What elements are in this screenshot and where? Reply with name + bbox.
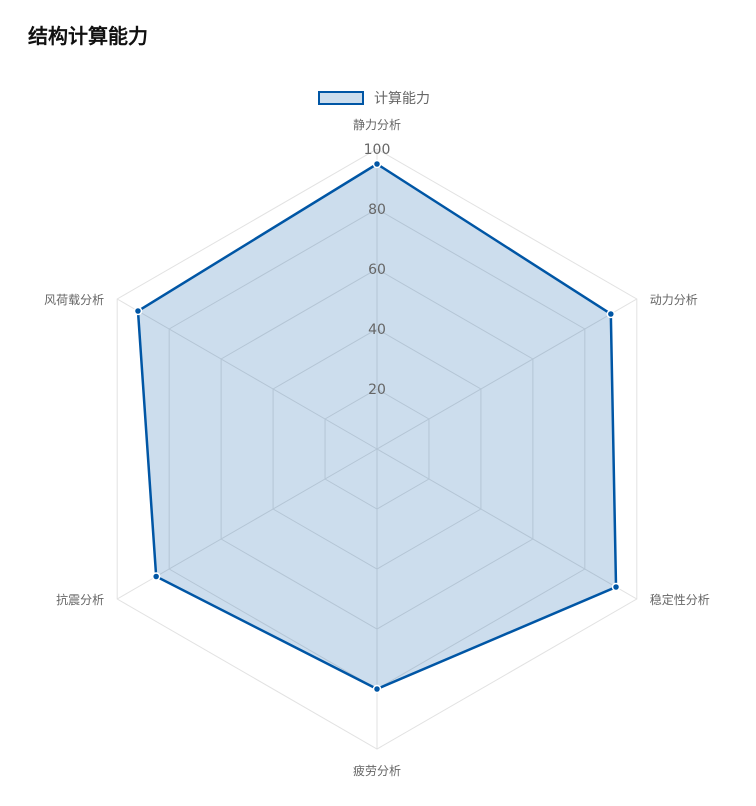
legend-label: 计算能力 — [374, 91, 430, 107]
tick-label-100: 100 — [364, 142, 391, 158]
chart-title: 结构计算能力 — [28, 24, 148, 48]
data-point-0[interactable] — [372, 159, 382, 169]
axis-label-0: 静力分析 — [353, 118, 401, 132]
data-point-4[interactable] — [151, 572, 161, 581]
spoke-5 — [116, 298, 378, 450]
axis-label-5: 风荷载分析 — [44, 293, 104, 307]
radar-spokes — [116, 149, 638, 749]
data-point-5[interactable] — [133, 306, 143, 316]
radar-series — [136, 162, 618, 691]
radar-points — [133, 159, 621, 694]
axis-label-4: 抗震分析 — [56, 592, 104, 607]
tick-label-40: 40 — [368, 322, 386, 338]
tick-label-20: 20 — [368, 382, 386, 398]
spoke-1 — [376, 298, 638, 450]
spoke-2 — [376, 448, 638, 600]
radar-tick-labels: 20 40 60 80 100 — [364, 142, 391, 398]
spoke-4 — [116, 448, 378, 600]
axis-label-2: 稳定性分析 — [650, 592, 710, 607]
legend[interactable]: 计算能力 — [318, 88, 430, 108]
data-point-2[interactable] — [611, 582, 621, 592]
legend-swatch — [318, 91, 364, 105]
tick-label-60: 60 — [368, 262, 386, 278]
series-area-0 — [136, 162, 618, 691]
axis-label-1: 动力分析 — [650, 293, 698, 307]
axis-label-3: 疲劳分析 — [353, 763, 401, 778]
data-point-1[interactable] — [606, 309, 616, 319]
data-point-3[interactable] — [372, 684, 382, 694]
tick-label-80: 80 — [368, 202, 386, 218]
